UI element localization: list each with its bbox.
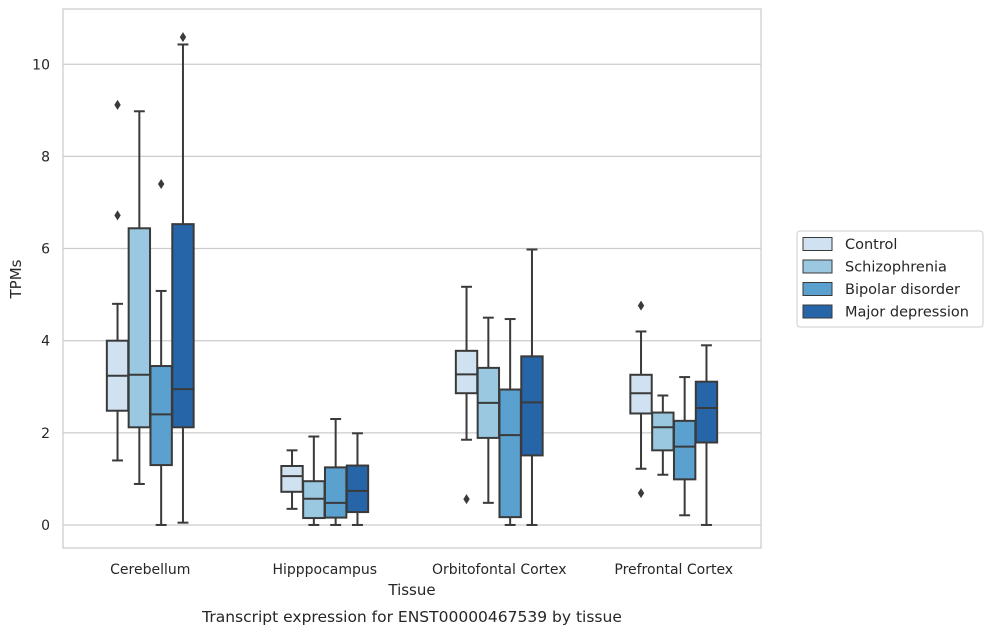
box-0-2 (454, 285, 479, 505)
outlier-point (114, 210, 121, 221)
box-body (454, 349, 479, 395)
box-body (127, 227, 152, 429)
box-body (171, 223, 195, 429)
box-3-1 (345, 432, 370, 526)
box-0-0 (105, 99, 130, 462)
box-body (672, 419, 697, 481)
outlier-point (179, 32, 187, 43)
box-body (520, 355, 544, 457)
box-body (345, 464, 370, 514)
x-tick-label: Hipppocampus (272, 562, 377, 578)
legend-label: Major depression (845, 305, 969, 321)
box-3-0 (171, 32, 195, 524)
y-tick-label: 2 (41, 426, 50, 442)
box-1-3 (651, 394, 675, 476)
x-tick-label: Orbitofontal Cortex (432, 562, 567, 578)
x-axis-label: Tissue (387, 581, 435, 599)
box-0-1 (280, 449, 304, 510)
legend-swatch (802, 259, 833, 274)
x-tick-label: Cerebellum (110, 562, 190, 578)
box-2-1 (323, 418, 348, 526)
y-axis-label: TPMs (7, 259, 25, 299)
box-body (149, 365, 173, 467)
box-groups (105, 32, 719, 526)
box-body (323, 466, 348, 519)
box-2-3 (672, 376, 697, 517)
box-2-0 (149, 179, 173, 526)
box-1-0 (127, 110, 152, 485)
y-tick-label: 8 (41, 149, 50, 165)
plot-frame (62, 8, 762, 549)
legend-label: Bipolar disorder (845, 282, 960, 298)
box-body (498, 388, 522, 519)
box-body (280, 464, 304, 493)
box-0-3 (629, 300, 653, 499)
x-tick-label: Prefrontal Cortex (614, 562, 733, 578)
y-tick-label: 6 (41, 242, 50, 258)
legend-items: Control Schizophrenia Bipolar disorder Majo… (802, 237, 969, 321)
chart-caption: Transcript expression for ENST0000046753… (201, 608, 622, 626)
outlier-point (637, 300, 645, 311)
outlier-point (114, 99, 121, 110)
legend-label: Schizophrenia (845, 260, 947, 276)
outlier-point (463, 494, 470, 505)
outlier-point (637, 488, 645, 499)
box-2-2 (498, 318, 522, 526)
y-tick-labels: 0 2 4 6 8 10 (32, 57, 50, 534)
legend-swatch (802, 304, 833, 319)
box-3-2 (520, 248, 544, 526)
box-1-2 (476, 316, 501, 504)
outlier-point (157, 179, 165, 190)
y-tick-label: 4 (41, 334, 50, 350)
box-body (694, 380, 719, 444)
x-tick-labels: Cerebellum Hipppocampus Orbitofontal Corte… (110, 562, 733, 578)
legend-frame (796, 230, 984, 328)
box-3-3 (694, 344, 719, 526)
legend-label: Control (845, 237, 897, 253)
y-tick-label: 0 (41, 518, 50, 534)
y-tick-label: 10 (32, 57, 50, 73)
box-body (651, 411, 675, 452)
legend-swatch (802, 237, 833, 251)
legend-swatch (802, 282, 833, 296)
box-1-1 (302, 435, 326, 526)
legend: Control Schizophrenia Bipolar disorder Majo… (796, 230, 984, 328)
